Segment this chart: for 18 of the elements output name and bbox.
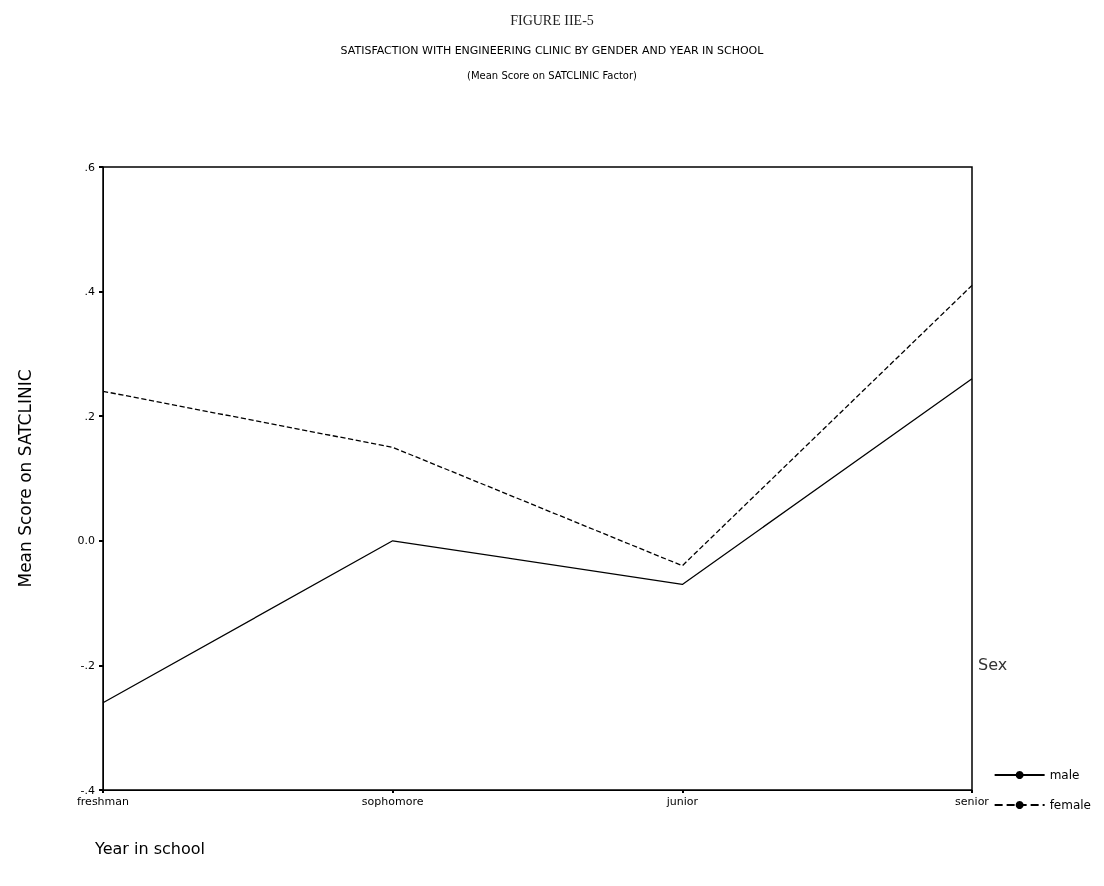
- y-axis-title: Mean Score on SATCLINIC: [14, 369, 35, 588]
- x-tick-label: sophomore: [361, 795, 424, 808]
- x-tick-label: senior: [955, 795, 990, 808]
- x-axis-title: Year in school: [94, 838, 205, 858]
- x-tick-label: junior: [665, 795, 699, 808]
- chart-subtitle: SATISFACTION WITH ENGINEERING CLINIC BY GENDER AND YEAR IN SCHOOL: [340, 44, 765, 57]
- x-tick-label: freshman: [76, 795, 130, 808]
- y-tick-label: .2: [84, 409, 95, 423]
- y-tick-label: 0.0: [77, 534, 95, 548]
- legend-label: female: [1049, 798, 1092, 812]
- text: (Mean Score on SATCLINIC Factor): [467, 69, 638, 81]
- y-tick-label: .6: [84, 160, 95, 174]
- legend-title: Sex: [978, 654, 1008, 674]
- y-tick-label: .4: [84, 285, 95, 299]
- legend-label: male: [1049, 768, 1080, 782]
- chart-title: FIGURE IIE-5: [510, 12, 594, 28]
- y-tick-label: -.2: [80, 658, 95, 672]
- y-tick-label: -.4: [80, 783, 95, 797]
